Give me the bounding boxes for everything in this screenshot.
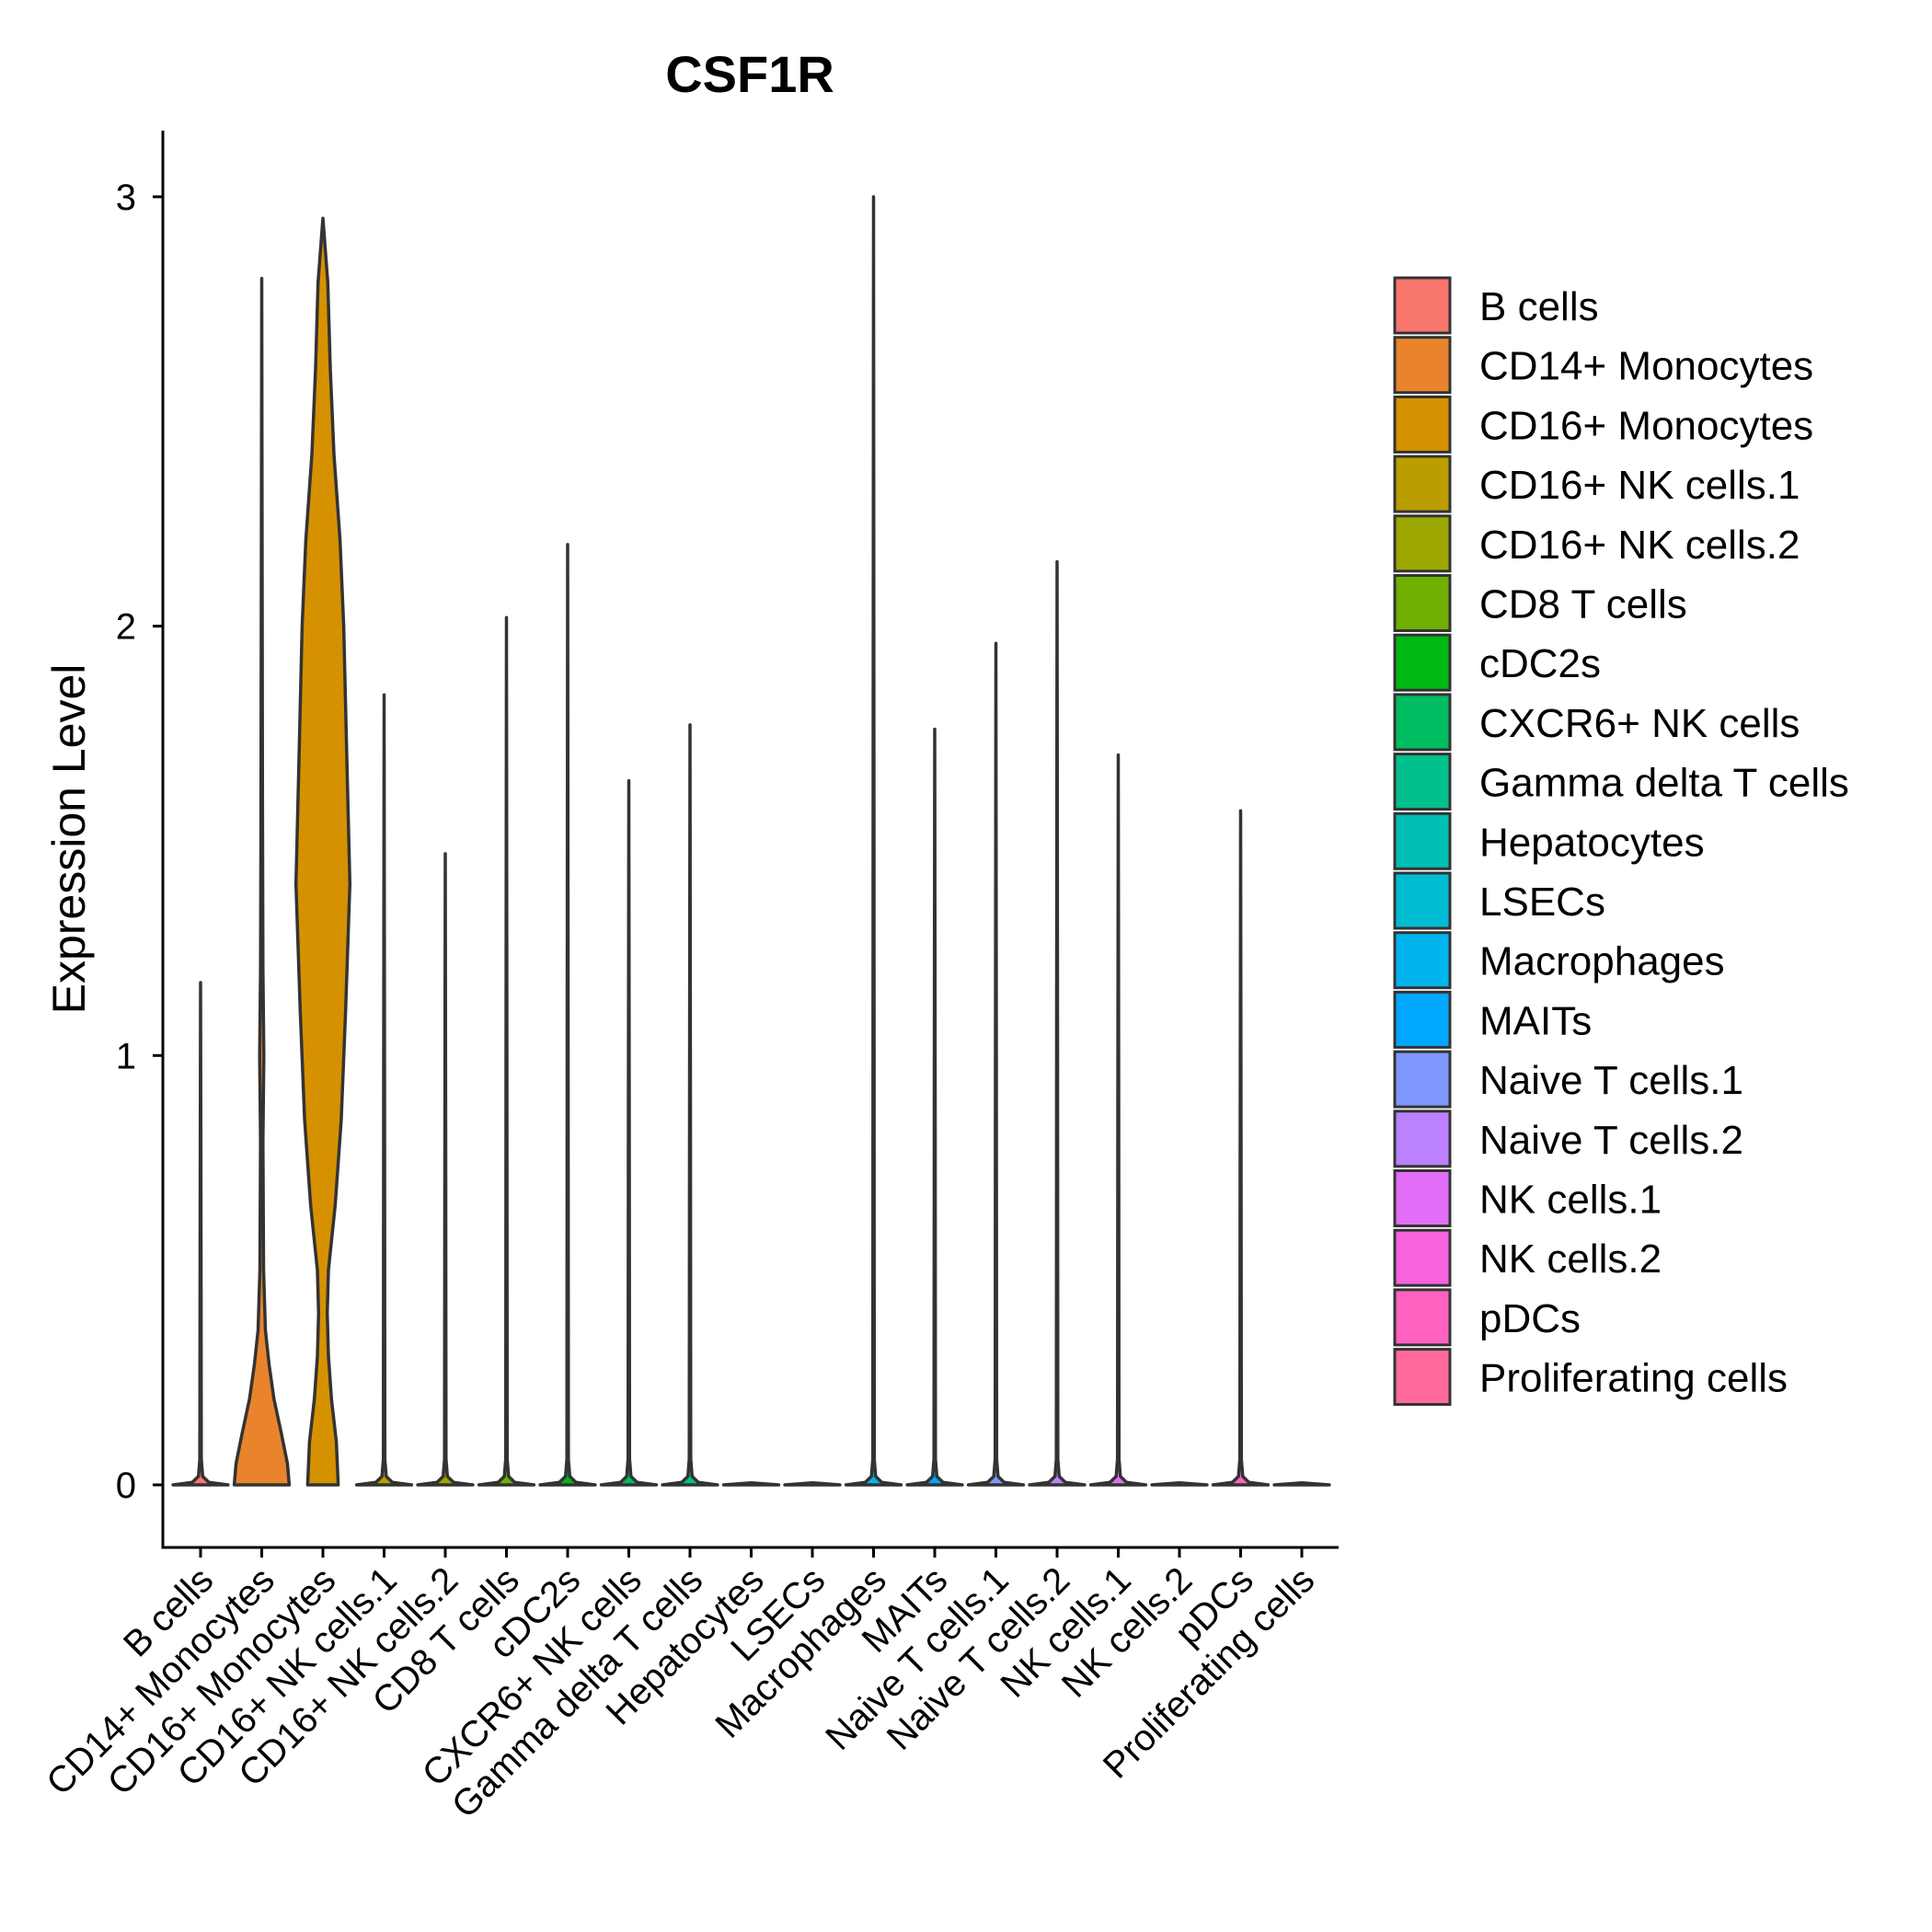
legend-key	[1393, 811, 1452, 870]
legend-key	[1393, 336, 1452, 395]
legend-key	[1393, 871, 1452, 930]
legend-key	[1393, 1348, 1452, 1407]
violin-macrophages	[844, 195, 903, 1487]
violin-cxcr6-nk-cells	[599, 778, 659, 1487]
violin-cd16-nk-cells-2	[416, 852, 475, 1487]
violin-lsecs	[783, 1480, 842, 1487]
violin-nk-cells-2	[1150, 1480, 1209, 1487]
legend-label: CXCR6+ NK cells	[1479, 701, 1800, 746]
legend-label: Macrophages	[1479, 939, 1725, 984]
legend-label: CD8 T cells	[1479, 582, 1687, 627]
legend-label: CD16+ Monocytes	[1479, 403, 1813, 448]
legend-key	[1393, 514, 1452, 573]
violin-naive-t-cells-1	[966, 641, 1026, 1487]
violin-cd8-t-cells	[477, 615, 536, 1487]
violin-naive-t-cells-2	[1028, 559, 1087, 1487]
legend-key	[1393, 1050, 1452, 1109]
violin-cd14-monocytes	[232, 276, 292, 1487]
y-ticks-group: 0 1 2 3	[116, 178, 163, 1506]
legend-label: pDCs	[1479, 1296, 1581, 1341]
legend-label: Hepatocytes	[1479, 820, 1705, 865]
legend-label: NK cells.2	[1479, 1236, 1662, 1282]
legend-label: cDC2s	[1479, 641, 1601, 686]
violin-cd16-monocytes	[293, 216, 352, 1487]
legend-label: B cells	[1479, 284, 1599, 329]
y-tick-label: 0	[116, 1466, 136, 1506]
y-tick-label: 2	[116, 607, 136, 648]
violin-proliferating-cells	[1272, 1480, 1331, 1487]
y-tick-label: 1	[116, 1036, 136, 1076]
legend-key	[1393, 1169, 1452, 1227]
legend-label: Naive T cells.1	[1479, 1058, 1743, 1103]
legend-label: CD16+ NK cells.1	[1479, 463, 1800, 508]
legend-label: MAITs	[1479, 998, 1592, 1043]
violin-cdc2s	[538, 543, 597, 1487]
legend-label: LSECs	[1479, 880, 1605, 925]
legend-key	[1393, 753, 1452, 811]
legend-key	[1393, 990, 1452, 1049]
legend-label: NK cells.1	[1479, 1178, 1662, 1223]
legend-key	[1393, 693, 1452, 752]
legend-label: Gamma delta T cells	[1479, 761, 1849, 806]
legend-key	[1393, 454, 1452, 513]
y-axis-title: Expression Level	[43, 664, 95, 1015]
legend-key	[1393, 1288, 1452, 1347]
legend-key	[1393, 276, 1452, 335]
violin-hepatocytes	[721, 1480, 781, 1487]
legend-key	[1393, 574, 1452, 632]
legend-label: CD16+ NK cells.2	[1479, 523, 1800, 568]
legend-key	[1393, 633, 1452, 692]
legend-label: Naive T cells.2	[1479, 1118, 1743, 1163]
legend-label: CD14+ Monocytes	[1479, 344, 1813, 389]
chart-title: CSF1R	[665, 45, 834, 103]
legend-key	[1393, 1110, 1452, 1168]
violin-pdcs	[1211, 809, 1271, 1487]
legend-key	[1393, 1228, 1452, 1287]
violin-gamma-delta-t-cells	[661, 723, 719, 1487]
legend: B cells CD14+ Monocytes CD16+ Monocytes CD1…	[1393, 276, 1849, 1407]
y-tick-label: 3	[116, 178, 136, 218]
violins-group	[171, 195, 1331, 1487]
violin-b-cells	[171, 981, 230, 1487]
violin-nk-cells-1	[1088, 753, 1148, 1487]
legend-key	[1393, 395, 1452, 454]
violin-maits	[905, 727, 964, 1487]
violin-cd16-nk-cells-1	[354, 693, 414, 1487]
legend-key	[1393, 931, 1452, 990]
legend-label: Proliferating cells	[1479, 1356, 1788, 1401]
